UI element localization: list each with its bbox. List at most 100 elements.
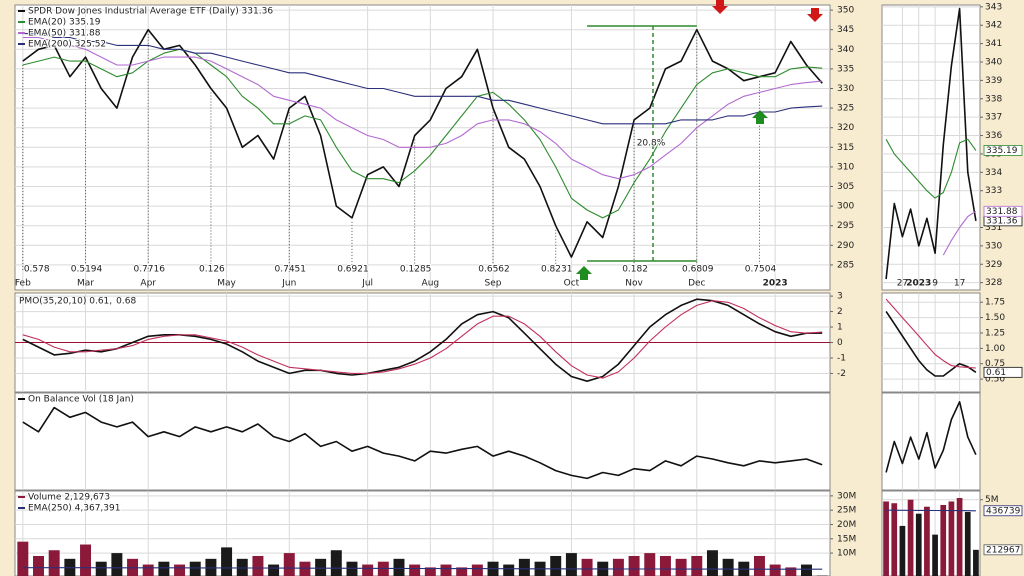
plot-background bbox=[881, 490, 981, 576]
volume-bar bbox=[252, 555, 264, 576]
value-tag-box bbox=[983, 145, 1023, 156]
dividend-label: 0.126 bbox=[199, 265, 225, 275]
x-tick-label: Apr bbox=[140, 279, 156, 289]
volume-bar bbox=[691, 555, 703, 576]
dividend-label: 0.7451 bbox=[275, 265, 307, 275]
volume-bar bbox=[424, 567, 436, 576]
x-tick-label: May bbox=[217, 279, 236, 289]
volume-bar bbox=[330, 550, 342, 576]
volume-bar bbox=[907, 499, 914, 576]
value-tag-box bbox=[983, 505, 1023, 517]
volume-bar bbox=[362, 564, 374, 576]
volume-bar bbox=[471, 564, 483, 576]
y-tick-label: 331 bbox=[985, 223, 1002, 233]
volume-bar bbox=[299, 561, 311, 576]
arrow bbox=[576, 266, 592, 280]
plot-area bbox=[15, 5, 830, 290]
volume-bar bbox=[565, 553, 577, 576]
series-line bbox=[885, 298, 976, 369]
y-tick-label: 330 bbox=[985, 241, 1002, 251]
x-tick-label: Jun bbox=[281, 279, 296, 289]
y-tick-label: 20M bbox=[837, 520, 856, 530]
plot-background bbox=[881, 4, 981, 291]
series-line bbox=[22, 567, 823, 570]
x-tick-label: 2023 bbox=[763, 279, 788, 289]
value-tag: 436739 bbox=[986, 506, 1021, 516]
y-tick-label: 300 bbox=[837, 202, 854, 212]
volume-bar bbox=[964, 511, 971, 576]
plot-area bbox=[885, 393, 977, 490]
value-tag: 0.61 bbox=[986, 368, 1006, 378]
legend-label: Volume 2,129,673 bbox=[28, 493, 110, 503]
volume-bar bbox=[111, 553, 123, 576]
plot-area bbox=[22, 393, 823, 490]
value-tag-box bbox=[983, 544, 1023, 556]
volume-bar bbox=[899, 525, 906, 576]
y-tick-label: 329 bbox=[985, 260, 1002, 270]
legend-label: SPDR Dow Jones Industrial Average ETF (D… bbox=[28, 7, 273, 17]
series-line bbox=[22, 300, 823, 379]
y-tick-label: 295 bbox=[837, 221, 854, 231]
series-line bbox=[886, 509, 976, 512]
y-tick-label: 328 bbox=[985, 278, 1002, 288]
volume-bar bbox=[503, 564, 515, 576]
volume-bar bbox=[659, 555, 671, 576]
volume-bar bbox=[706, 550, 718, 576]
volume-bar bbox=[612, 558, 624, 576]
annotation: 20.8% bbox=[637, 139, 666, 149]
x-tick-label: Mar bbox=[77, 279, 94, 289]
volume-bar bbox=[268, 564, 280, 576]
volume-bar bbox=[142, 564, 154, 576]
plot-area bbox=[15, 293, 830, 392]
legend-label: EMA(20) 335.19 bbox=[28, 18, 101, 28]
volume-bar bbox=[409, 564, 421, 576]
y-tick-label: 350 bbox=[837, 6, 854, 16]
y-tick-label: 285 bbox=[837, 260, 854, 270]
volume-bar bbox=[581, 558, 593, 576]
y-tick-label: 337 bbox=[985, 113, 1002, 123]
y-tick-label: 25M bbox=[837, 506, 856, 516]
volume-bar bbox=[158, 561, 170, 576]
value-tag: 212967 bbox=[986, 545, 1020, 555]
series-line bbox=[22, 48, 823, 219]
y-tick-label: 335 bbox=[837, 64, 854, 74]
y-tick-label: 10M bbox=[837, 549, 856, 559]
dividend-label: 0.6562 bbox=[478, 265, 510, 275]
y-tick-label: 305 bbox=[837, 182, 854, 192]
y-tick-label: 310 bbox=[837, 162, 854, 172]
series-line bbox=[22, 36, 823, 180]
dividend-label: 0.182 bbox=[622, 265, 648, 275]
y-tick-label: 330 bbox=[837, 84, 854, 94]
legend-label: EMA(200) 325.52 bbox=[28, 40, 106, 50]
series-line bbox=[885, 138, 977, 199]
volume-bar bbox=[236, 558, 248, 576]
legend-label: EMA(50) 331.88 bbox=[28, 29, 101, 39]
y-tick-label: 325 bbox=[837, 104, 854, 114]
plot-area bbox=[15, 491, 830, 576]
series-line bbox=[885, 310, 977, 377]
x-tick-label: 27 bbox=[897, 279, 908, 289]
y-tick-label: 320 bbox=[837, 123, 854, 133]
y-tick-label: 343 bbox=[985, 2, 1002, 12]
y-tick-label: 333 bbox=[985, 186, 1002, 196]
plot-background bbox=[881, 392, 981, 491]
y-tick-label: 1.75 bbox=[985, 298, 1005, 308]
y-tick-label: 1.25 bbox=[985, 328, 1005, 338]
volume-bar bbox=[753, 555, 765, 576]
volume-bar bbox=[518, 558, 530, 576]
series-line bbox=[885, 7, 977, 280]
legend-label: 0.68 bbox=[116, 297, 136, 307]
plot-background bbox=[14, 392, 831, 491]
y-tick-label: -2 bbox=[837, 369, 846, 379]
volume-bar bbox=[628, 555, 640, 576]
volume-bar bbox=[315, 558, 327, 576]
x-tick-label: Dec bbox=[688, 279, 705, 289]
volume-bar bbox=[722, 558, 734, 576]
volume-bar bbox=[924, 506, 930, 576]
y-tick-label: 3 bbox=[837, 292, 843, 302]
y-tick-label: 340 bbox=[985, 58, 1002, 68]
y-tick-label: 0.50 bbox=[985, 375, 1005, 385]
volume-bar bbox=[550, 555, 562, 576]
